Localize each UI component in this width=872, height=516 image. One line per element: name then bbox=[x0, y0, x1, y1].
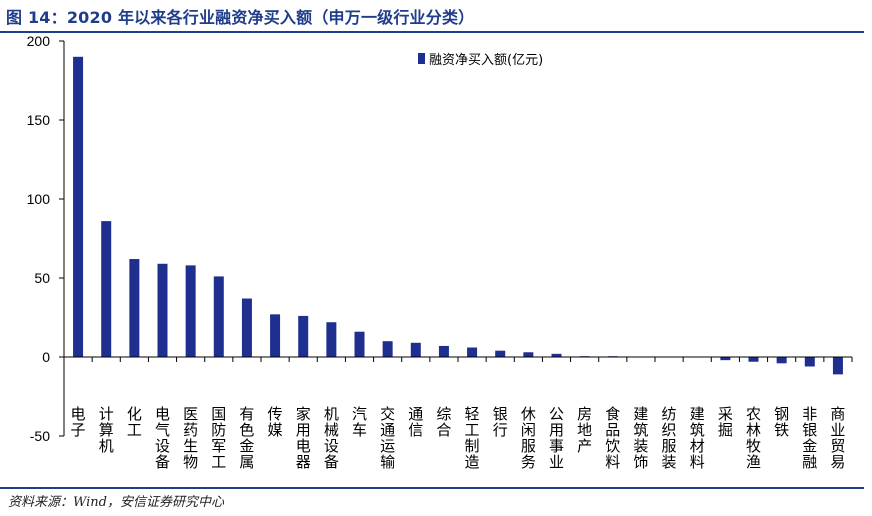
category-label: 建筑材料 bbox=[690, 405, 705, 471]
category-label: 交通运输 bbox=[380, 405, 395, 471]
category-label: 有色金属 bbox=[239, 405, 254, 471]
bar bbox=[551, 353, 562, 357]
bar bbox=[73, 56, 84, 358]
y-tick-label: 50 bbox=[34, 270, 50, 286]
bar bbox=[298, 315, 309, 357]
category-label: 公用事业 bbox=[549, 405, 564, 471]
bars bbox=[73, 56, 843, 375]
category-label: 综合 bbox=[436, 405, 451, 439]
bar bbox=[438, 345, 449, 357]
bar bbox=[354, 331, 365, 357]
category-label: 非银金融 bbox=[802, 405, 817, 471]
bar bbox=[213, 276, 224, 357]
bar bbox=[241, 298, 252, 357]
legend-label: 融资净买入额(亿元) bbox=[429, 53, 543, 68]
bar bbox=[270, 314, 281, 357]
category-label: 汽车 bbox=[352, 405, 367, 439]
bar bbox=[129, 259, 140, 357]
category-label: 国防军工 bbox=[211, 405, 226, 471]
bottom-rule bbox=[0, 487, 864, 489]
category-label: 通信 bbox=[408, 405, 423, 439]
y-tick-label: 0 bbox=[42, 349, 50, 365]
chart-title: 图 14：2020 年以来各行业融资净买入额（申万一级行业分类） bbox=[6, 8, 475, 27]
bar bbox=[382, 341, 393, 357]
category-label: 纺织服装 bbox=[662, 405, 677, 471]
category-label: 休闲服务 bbox=[521, 405, 536, 471]
y-tick-label: -50 bbox=[30, 428, 50, 444]
source-note: 资料来源：Wind，安信证券研究中心 bbox=[8, 495, 224, 510]
y-tick-label: 200 bbox=[27, 33, 51, 49]
bar bbox=[776, 357, 787, 364]
category-label: 医药生物 bbox=[183, 405, 198, 471]
category-labels: 电子计算机化工电气设备医药生物国防军工有色金属传媒家用电器机械设备汽车交通运输通… bbox=[71, 405, 846, 471]
category-label: 食品饮料 bbox=[605, 405, 620, 471]
category-label: 计算机 bbox=[99, 405, 114, 455]
bar bbox=[495, 350, 506, 357]
category-label: 钢铁 bbox=[774, 405, 789, 439]
bar bbox=[101, 221, 112, 357]
category-label: 商业贸易 bbox=[830, 405, 845, 471]
y-tick-label: 150 bbox=[27, 112, 51, 128]
category-label: 电子 bbox=[71, 405, 86, 439]
bar bbox=[523, 352, 534, 357]
x-axis bbox=[63, 356, 853, 362]
category-label: 银行 bbox=[493, 405, 508, 439]
bar bbox=[832, 357, 843, 375]
category-label: 化工 bbox=[127, 405, 142, 439]
bar bbox=[185, 265, 196, 357]
bar bbox=[410, 342, 421, 357]
bar bbox=[748, 357, 759, 362]
top-rule bbox=[0, 31, 864, 33]
category-label: 采掘 bbox=[718, 405, 733, 439]
category-label: 电气设备 bbox=[155, 405, 170, 471]
bar bbox=[467, 347, 478, 357]
category-label: 轻工制造 bbox=[465, 405, 480, 471]
category-label: 传媒 bbox=[268, 405, 283, 439]
legend-swatch bbox=[418, 53, 425, 64]
y-tick-label: 100 bbox=[27, 191, 51, 207]
category-label: 农林牧渔 bbox=[746, 405, 761, 471]
bar bbox=[157, 263, 168, 357]
legend: 融资净买入额(亿元) bbox=[418, 53, 543, 68]
bar bbox=[326, 322, 337, 357]
category-label: 机械设备 bbox=[324, 405, 339, 471]
category-label: 房地产 bbox=[577, 405, 592, 455]
bar bbox=[720, 357, 731, 361]
category-label: 家用电器 bbox=[296, 405, 311, 471]
category-label: 建筑装饰 bbox=[633, 405, 648, 471]
bar bbox=[804, 357, 815, 367]
y-axis: -50 0 50 100 150 200 bbox=[27, 33, 65, 444]
